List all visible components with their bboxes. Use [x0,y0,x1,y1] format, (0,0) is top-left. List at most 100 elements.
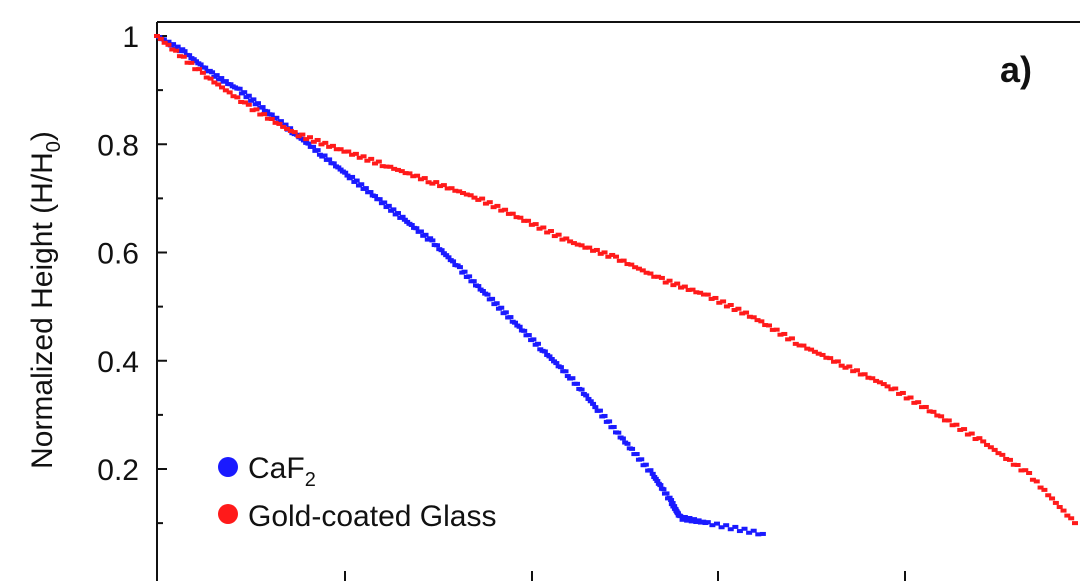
data-point [494,203,501,208]
data-point [546,354,553,359]
data-point [865,375,872,380]
data-point [245,93,252,98]
data-point [390,207,397,212]
data-point [482,201,489,206]
data-point [273,115,280,120]
data-point [318,142,325,147]
data-point [154,34,160,38]
data-point [750,528,757,533]
legend-marker-gold [218,504,238,524]
data-point [530,337,537,342]
data-point [394,211,401,216]
data-point [259,105,266,110]
data-point [553,361,560,366]
data-point [628,262,635,267]
data-point [846,364,853,369]
data-point [486,200,493,205]
data-point [654,479,661,484]
data-point [456,265,463,270]
data-point [326,157,333,162]
data-point [834,359,841,364]
data-point [968,431,975,436]
data-point [1052,500,1059,505]
data-point [512,320,519,325]
data-point [470,279,477,284]
data-point [413,226,420,231]
data-point [697,290,704,295]
data-point [632,265,639,270]
data-point [590,401,597,406]
y-tick-label-2: 0.6 [97,238,139,271]
data-point [892,386,899,391]
data-point [165,39,172,44]
data-point [559,237,566,242]
data-point [536,226,543,231]
data-point [766,323,772,328]
data-point [322,140,329,145]
data-point [723,523,730,528]
data-point [718,525,725,530]
data-point [544,230,551,235]
data-point [421,176,428,181]
data-point [333,147,340,152]
data-point [557,365,564,370]
y-tick-label-1: 0.8 [97,129,139,162]
y-tick-label-3: 0.4 [97,346,139,379]
data-point [326,144,333,149]
data-point [295,134,302,139]
data-point [471,195,478,200]
data-point [597,251,604,256]
data-point [383,164,390,169]
data-point [213,73,220,78]
data-point [1064,513,1071,518]
data-point [704,520,711,525]
data-point [620,258,627,263]
data-point [410,174,417,179]
data-point [716,300,723,305]
data-point [562,369,569,374]
y-tick-label-0: 1 [122,21,139,54]
data-point [735,306,742,311]
data-point [911,400,918,405]
data-point [344,173,351,178]
legend-item-caf2: CaF2 [218,452,316,491]
data-point [310,144,317,149]
data-point [1022,468,1029,473]
data-point [452,188,459,193]
data-point [945,418,952,423]
data-point [264,109,271,114]
data-point [181,49,188,54]
data-point [638,457,645,462]
data-point [1068,516,1075,521]
data-point [517,215,524,220]
data-point [1072,521,1078,526]
data-point [570,241,577,246]
data-point [401,217,408,222]
data-point [1018,468,1025,473]
data-point [788,336,795,341]
data-point [691,517,698,522]
data-point [192,67,199,72]
data-point [811,349,818,354]
data-point [746,530,753,535]
data-point [394,167,401,172]
data-point [732,524,739,529]
data-point [582,245,589,250]
data-point [1041,487,1048,492]
data-point [739,311,746,316]
data-point [525,333,532,338]
data-point [671,504,678,509]
data-point [215,82,222,87]
data-point [684,518,691,523]
data-point [624,441,631,446]
data-point [287,126,294,131]
data-point [489,296,496,301]
data-point [876,380,883,385]
data-point [633,452,640,457]
data-point [310,139,317,144]
data-point [601,413,608,418]
data-point [777,332,784,337]
data-point [291,130,298,135]
data-point [427,236,434,241]
